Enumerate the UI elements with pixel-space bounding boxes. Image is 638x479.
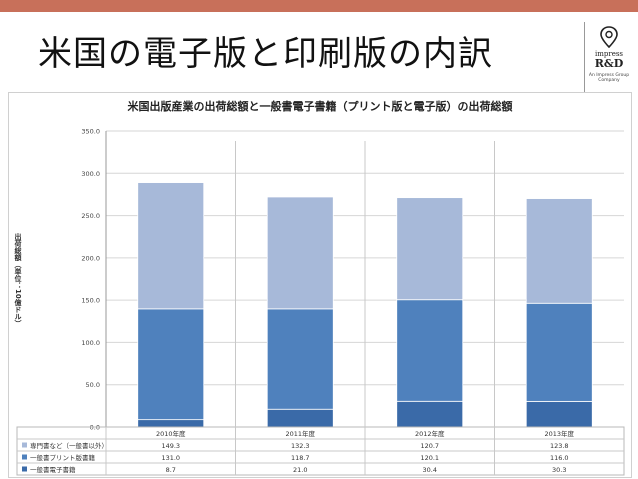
y-tick-label: 300.0 [81, 170, 100, 178]
logo-text-rd: R&D [594, 57, 624, 70]
legend-entry: 一般書プリント版書籍 [30, 453, 96, 462]
data-label: 120.7 [420, 442, 439, 450]
data-label: 120.1 [420, 454, 439, 462]
bar-segment [137, 419, 205, 428]
legend-swatch [22, 466, 27, 472]
logo-text-tagline: An Impress Group Company [588, 73, 630, 83]
y-axis-label: 出荷総額（単位：10億ドル） [14, 232, 23, 327]
chart-title: 米国出版産業の出荷総額と一般書電子書籍（プリント版と電子版）の出荷総額 [127, 99, 513, 113]
legend-entry: 一般書電子書籍 [30, 465, 76, 474]
bar-segment [525, 400, 593, 428]
data-label: 118.7 [291, 454, 310, 462]
data-label: 8.7 [166, 466, 176, 474]
stacked-bar-chart: 米国出版産業の出荷総額と一般書電子書籍（プリント版と電子版）の出荷総額出荷総額（… [14, 99, 625, 476]
x-tick-label: 2013年度 [544, 429, 574, 438]
map-pin-icon [600, 26, 618, 48]
bar-segment [396, 299, 464, 402]
bar-segment [396, 400, 464, 428]
data-label: 116.0 [550, 454, 569, 462]
slide-title: 米国の電子版と印刷版の内訳 [38, 34, 493, 74]
bar-segment [525, 198, 593, 304]
data-label: 132.3 [291, 442, 310, 450]
x-tick-label: 2012年度 [415, 429, 445, 438]
x-tick-label: 2011年度 [285, 429, 315, 438]
data-label: 30.4 [423, 466, 437, 474]
company-logo: impress R&D An Impress Group Company [584, 22, 633, 92]
bar-segment [525, 302, 593, 402]
chart-frame: 米国出版産業の出荷総額と一般書電子書籍（プリント版と電子版）の出荷総額出荷総額（… [8, 92, 632, 478]
legend-swatch [22, 454, 27, 460]
x-tick-label: 2010年度 [156, 429, 186, 438]
legend-entry: 専門書など（一般書以外） [30, 441, 108, 450]
y-tick-label: 350.0 [81, 128, 100, 136]
bar-segment [266, 408, 334, 428]
data-label: 123.8 [550, 442, 569, 450]
y-tick-label: 200.0 [81, 254, 100, 262]
data-label: 21.0 [293, 466, 307, 474]
y-tick-label: 100.0 [81, 339, 100, 347]
y-tick-label: 50.0 [86, 381, 100, 389]
bar-segment [266, 196, 334, 310]
data-label: 131.0 [161, 454, 180, 462]
y-tick-label: 250.0 [81, 212, 100, 220]
top-accent-bar [0, 0, 638, 12]
bar-segment [396, 197, 464, 301]
data-label: 30.3 [552, 466, 566, 474]
data-label: 149.3 [161, 442, 180, 450]
bar-segment [137, 308, 205, 421]
logo-text-impress: impress [594, 50, 624, 58]
y-tick-label: 150.0 [81, 297, 100, 305]
legend-swatch [22, 442, 27, 448]
bar-segment [137, 182, 205, 310]
bar-segment [266, 308, 334, 410]
